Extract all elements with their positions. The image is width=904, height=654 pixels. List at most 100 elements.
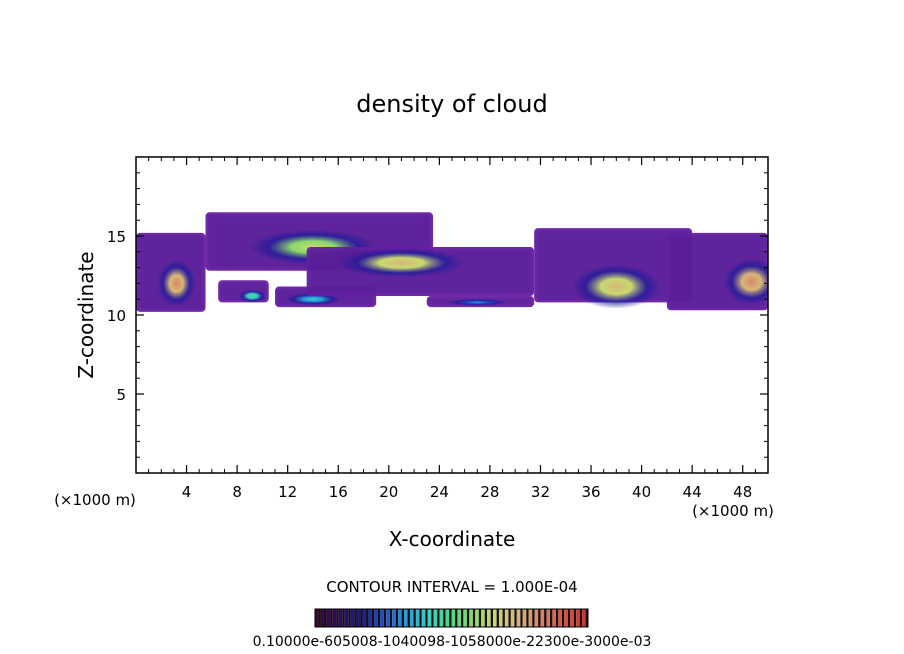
x-tick-label: 44 — [683, 483, 702, 501]
colorbar-swatch — [558, 609, 562, 627]
y-axis-label: Z-coordinate — [74, 251, 98, 378]
colorbar-swatch — [457, 609, 461, 627]
colorbar-swatch — [522, 609, 527, 627]
colorbar-swatch — [552, 609, 556, 627]
y-tick-label: 15 — [107, 228, 126, 246]
x-tick-label: 28 — [480, 483, 499, 501]
colorbar-separator — [318, 609, 321, 627]
colorbar-separator — [490, 609, 494, 627]
colorbar-swatch — [528, 609, 533, 627]
colorbar-separator — [555, 609, 559, 627]
colorbar-swatch — [320, 609, 325, 627]
colorbar-swatch — [433, 609, 438, 627]
colorbar-swatch — [427, 609, 432, 627]
colorbar-separator — [401, 609, 405, 627]
x-tick-label: 24 — [430, 483, 449, 501]
cloud-peak — [238, 289, 267, 303]
x-tick-label: 8 — [232, 483, 242, 501]
colorbar-separator — [395, 609, 399, 627]
colorbar-separator — [383, 609, 387, 627]
colorbar-separator — [336, 609, 339, 627]
colorbar-swatch — [445, 609, 450, 627]
colorbar-swatch — [498, 609, 503, 627]
colorbar-swatch — [404, 609, 408, 627]
colorbar-swatch — [516, 609, 521, 627]
colorbar-separator — [496, 609, 499, 627]
colorbar-separator — [550, 609, 553, 627]
colorbar-swatch — [344, 609, 349, 627]
colorbar-swatch — [315, 609, 319, 627]
colorbar-separator — [460, 609, 464, 627]
colorbar-separator — [544, 609, 547, 627]
colorbar-separator — [508, 609, 511, 627]
colorbar-swatch — [380, 609, 384, 627]
colorbar-separator — [526, 609, 529, 627]
colorbar-swatch — [374, 609, 378, 627]
contour-interval-label: CONTOUR INTERVAL = 1.000E-04 — [326, 578, 577, 596]
colorbar-frame — [314, 608, 589, 628]
colorbar-swatch — [493, 609, 497, 627]
x-tick-label: 4 — [182, 483, 192, 501]
colorbar-swatch — [564, 609, 568, 627]
colorbar-swatch — [451, 609, 456, 627]
colorbar-separator — [579, 609, 583, 627]
colorbar-swatch — [439, 609, 444, 627]
colorbar-swatch — [582, 609, 586, 627]
colorbar-tick-labels: 0.10000e-605008-1040098-1058000e-22300e-… — [253, 634, 652, 650]
colorbar-separator — [573, 609, 577, 627]
colorbar-swatch — [392, 609, 396, 627]
x-tick-label: 40 — [632, 483, 651, 501]
cloud-density-field — [136, 212, 768, 312]
colorbar-swatch — [368, 609, 372, 627]
colorbar-separator — [472, 609, 476, 627]
x-axis-unit-left: (×1000 m) — [54, 491, 136, 509]
cloud-peak — [156, 259, 196, 308]
colorbar-separator — [514, 609, 517, 627]
colorbar-separator — [538, 609, 541, 627]
colorbar-separator — [431, 609, 434, 627]
colorbar-swatch — [332, 609, 337, 627]
colorbar-separator — [585, 609, 588, 627]
colorbar-swatch — [386, 609, 390, 627]
colorbar-separator — [348, 609, 351, 627]
colorbar-swatch — [576, 609, 580, 627]
y-tick-label: 10 — [107, 307, 126, 325]
colorbar-swatch — [350, 609, 355, 627]
colorbar-separator — [567, 609, 571, 627]
colorbar-separator — [324, 609, 327, 627]
colorbar-separator — [455, 609, 458, 627]
cloud-peak — [284, 293, 342, 306]
colorbar-swatch — [415, 609, 420, 627]
x-tick-label: 12 — [278, 483, 297, 501]
colorbar-swatch — [398, 609, 402, 627]
x-tick-label: 36 — [581, 483, 600, 501]
x-tick-label: 32 — [531, 483, 550, 501]
colorbar-swatch — [487, 609, 491, 627]
colorbar-swatch — [356, 609, 361, 627]
colorbar-separator — [466, 609, 470, 627]
colorbar-swatch — [463, 609, 467, 627]
colorbar-separator — [443, 609, 446, 627]
colorbar-separator — [419, 609, 422, 627]
x-axis-unit-right: (×1000 m) — [692, 502, 774, 520]
chart-title: density of cloud — [356, 90, 547, 118]
colorbar-separator — [330, 609, 333, 627]
colorbar-swatch — [338, 609, 343, 627]
x-tick-label: 48 — [733, 483, 752, 501]
colorbar-separator — [354, 609, 357, 627]
colorbar-swatch — [421, 609, 426, 627]
cloud-peak — [723, 258, 768, 306]
colorbar-swatch — [475, 609, 479, 627]
colorbar-separator — [413, 609, 416, 627]
colorbar-swatch — [570, 609, 574, 627]
colorbar — [315, 609, 588, 627]
colorbar-separator — [425, 609, 428, 627]
colorbar-separator — [484, 609, 488, 627]
cloud-peak — [337, 248, 466, 278]
y-tick-label: 5 — [116, 386, 126, 404]
colorbar-swatch — [362, 609, 367, 627]
plot-frame — [135, 156, 769, 474]
colorbar-separator — [502, 609, 505, 627]
